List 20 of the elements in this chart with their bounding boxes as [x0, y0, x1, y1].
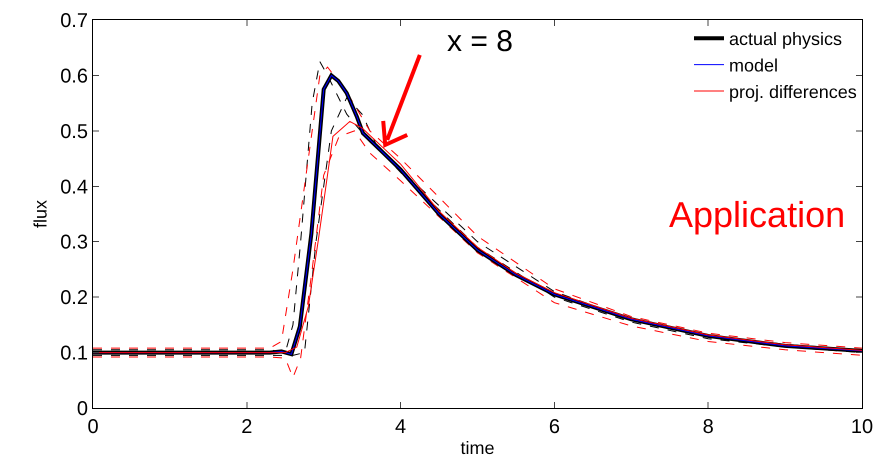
y-axis-title: flux — [30, 200, 50, 228]
x-tick-label: 6 — [548, 416, 560, 438]
x-tick-label: 8 — [702, 416, 714, 438]
annotation: Application — [669, 194, 846, 235]
legend-label: actual physics — [729, 29, 842, 50]
x-tick-label: 4 — [395, 416, 406, 438]
legend-label: proj. differences — [729, 82, 857, 102]
x-axis-title: time — [460, 438, 495, 458]
y-tick-label: 0.3 — [60, 232, 88, 254]
x-tick-label: 10 — [850, 416, 874, 438]
legend-label: model — [729, 56, 778, 76]
y-tick-label: 0.2 — [60, 287, 88, 310]
y-tick-label: 0.7 — [60, 10, 88, 32]
y-tick-label: 0.6 — [60, 65, 88, 88]
annotation: x = 8 — [447, 25, 513, 58]
x-tick-label: 2 — [241, 416, 252, 438]
y-tick-label: 0.1 — [60, 342, 88, 365]
y-tick-label: 0 — [76, 398, 88, 420]
y-tick-label: 0.4 — [60, 176, 88, 198]
y-tick-label: 0.5 — [60, 120, 88, 143]
